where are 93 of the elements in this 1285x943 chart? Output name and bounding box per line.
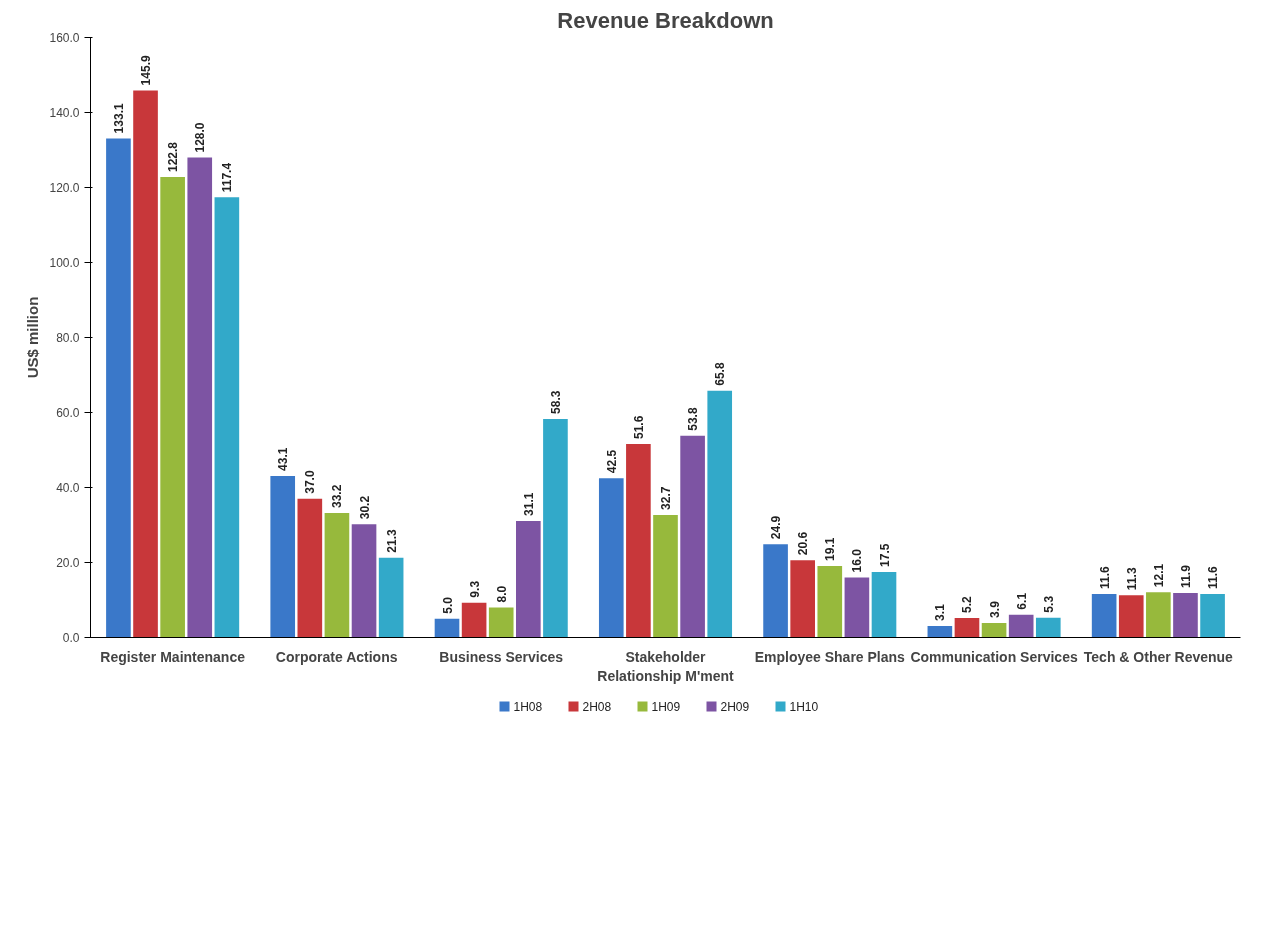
data-label: 20.6: [796, 531, 811, 556]
data-label: 19.1: [823, 537, 838, 561]
y-tick-label: 80.0: [56, 331, 80, 345]
legend-label: 2H09: [720, 699, 750, 714]
bar: [324, 513, 350, 638]
bar: [297, 498, 323, 638]
data-label: 6.1: [1014, 592, 1029, 610]
bar: [817, 565, 843, 638]
bar: [707, 390, 733, 638]
chart-title: Revenue Breakdown: [557, 7, 774, 33]
data-label: 24.9: [769, 515, 784, 540]
data-label: 58.3: [548, 390, 563, 414]
x-tick-label: Employee Share Plans: [754, 648, 906, 665]
y-tick-label: 160.0: [49, 31, 80, 45]
bar: [187, 157, 213, 638]
legend-label: 1H08: [513, 699, 543, 714]
data-label: 3.1: [933, 603, 948, 621]
y-tick-label: 40.0: [56, 481, 80, 495]
bar: [626, 444, 651, 638]
bar: [1118, 595, 1144, 638]
bar: [516, 520, 541, 638]
data-label: 51.6: [631, 415, 646, 439]
y-tick-label: 140.0: [49, 106, 80, 120]
data-label: 31.1: [521, 492, 536, 516]
bar: [160, 177, 185, 638]
x-tick-label: Register Maintenance: [100, 648, 246, 665]
bar: [488, 607, 514, 638]
bar: [1008, 614, 1034, 638]
bar: [927, 625, 953, 638]
data-label: 42.5: [604, 449, 619, 474]
data-label: 117.4: [220, 162, 235, 193]
data-label: 5.3: [1041, 595, 1056, 613]
data-label: 133.1: [111, 103, 126, 134]
bar: [790, 560, 815, 638]
x-tick-label: Tech & Other Revenue: [1083, 648, 1234, 665]
bar: [214, 197, 240, 638]
data-label: 17.5: [877, 543, 892, 567]
y-tick-label: 0.0: [62, 631, 80, 645]
data-label: 11.6: [1206, 565, 1221, 589]
data-label: 65.8: [713, 362, 728, 386]
bar: [351, 524, 377, 638]
bar: [598, 478, 624, 638]
bar: [270, 475, 296, 638]
bar: [844, 577, 870, 638]
data-label: 43.1: [276, 447, 291, 471]
bar: [763, 544, 788, 638]
bar: [378, 557, 404, 638]
x-tick-label: Corporate Actions: [275, 648, 398, 665]
bar: [954, 618, 980, 638]
y-tick-label: 100.0: [49, 256, 80, 270]
data-label: 145.9: [139, 55, 154, 86]
bar: [461, 602, 487, 638]
bar: [106, 138, 131, 638]
legend-label: 2H08: [582, 699, 612, 714]
data-label: 30.2: [357, 495, 372, 520]
y-tick-label: 120.0: [49, 181, 80, 195]
data-label: 21.3: [384, 528, 399, 553]
x-tick-label: Communication Services: [910, 648, 1078, 665]
data-label: 3.9: [987, 600, 1002, 618]
legend-label: 1H10: [789, 699, 819, 714]
data-label: 9.3: [467, 580, 482, 598]
data-label: 122.8: [166, 141, 181, 172]
bar: [680, 435, 705, 638]
bar: [1200, 594, 1225, 638]
bar: [543, 418, 568, 638]
data-label: 128.0: [193, 122, 208, 153]
data-label: 11.6: [1097, 565, 1112, 589]
data-label: 8.0: [494, 585, 509, 603]
x-tick-label: Stakeholder Relationship M'ment: [597, 648, 735, 684]
data-label: 5.0: [440, 596, 455, 614]
bar: [653, 514, 678, 638]
bar: [1146, 592, 1171, 638]
y-tick-label: 20.0: [56, 556, 80, 570]
bar: [1173, 592, 1198, 638]
legend-label: 1H09: [651, 699, 681, 714]
y-axis-title: US$ million: [24, 296, 42, 379]
data-label: 32.7: [659, 486, 673, 510]
data-label: 5.2: [960, 595, 975, 613]
data-label: 12.1: [1151, 563, 1166, 588]
data-label: 16.0: [850, 548, 865, 573]
bar: [981, 622, 1007, 638]
data-label: 11.3: [1124, 567, 1139, 591]
data-label: 37.0: [303, 470, 318, 494]
bar: [1035, 617, 1061, 638]
x-tick-label: Business Services: [439, 648, 564, 665]
bar: [871, 571, 897, 638]
data-label: 33.2: [330, 484, 345, 508]
bar: [1091, 594, 1117, 638]
data-label: 11.9: [1178, 564, 1193, 588]
y-tick-label: 60.0: [56, 406, 80, 420]
bar: [434, 618, 460, 638]
bar: [133, 90, 158, 638]
data-label: 53.8: [686, 407, 701, 431]
